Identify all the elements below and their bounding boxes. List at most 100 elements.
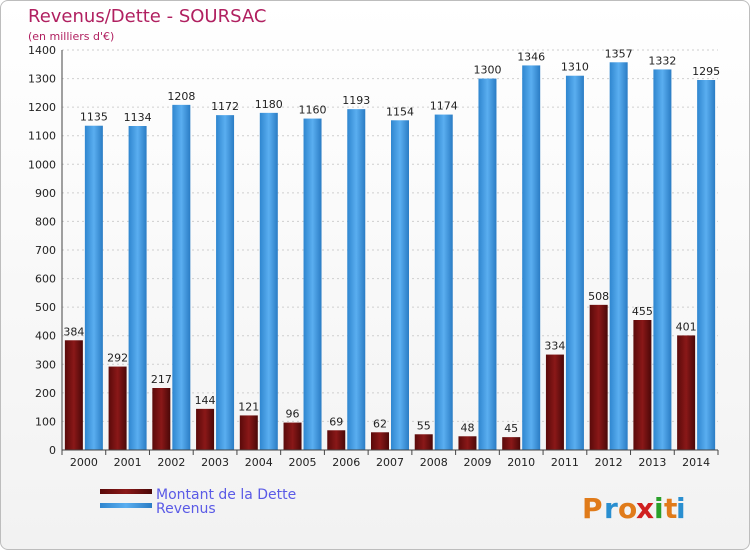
y-tick-label: 400 (35, 330, 56, 343)
logo-letter: P (582, 492, 603, 525)
y-tick-label: 1100 (28, 130, 56, 143)
y-tick-label: 1300 (28, 73, 56, 86)
x-tick-label: 2006 (332, 456, 360, 469)
data-label-revenus: 1310 (561, 61, 589, 74)
bar-revenus (172, 104, 191, 450)
x-tick-label: 2004 (245, 456, 273, 469)
legend-swatch-debt (100, 489, 152, 494)
y-tick-label: 1400 (28, 44, 56, 57)
x-tick-label: 2014 (682, 456, 710, 469)
x-tick-label: 2005 (289, 456, 317, 469)
data-label-revenus: 1332 (648, 54, 676, 67)
bar-debt (633, 320, 652, 450)
bar-revenus (653, 69, 672, 450)
data-label-debt: 401 (676, 320, 697, 333)
bars: 384 1135 292 1134 217 1208 144 1172 121 1180 96 116… (63, 47, 720, 451)
x-tick-label: 2010 (507, 456, 535, 469)
y-tick-label: 300 (35, 358, 56, 371)
bar-revenus (347, 109, 366, 451)
y-tick-label: 1000 (28, 158, 56, 171)
logo-letter: x (636, 492, 654, 525)
bar-debt (371, 432, 389, 450)
data-label-debt: 45 (504, 422, 518, 435)
bar-debt (502, 437, 521, 450)
x-tick-label: 2007 (376, 456, 404, 469)
x-tick-label: 2009 (463, 456, 491, 469)
y-axis: 0 100 200 300 400 500 600 700 800 900 1000 1100 1200… (28, 44, 63, 457)
bar-debt (545, 354, 564, 450)
x-tick-label: 2012 (595, 456, 623, 469)
bar-debt (589, 304, 608, 450)
data-label-debt: 69 (329, 415, 343, 428)
bar-debt (458, 436, 477, 450)
bar-debt (239, 415, 258, 450)
y-tick-label: 0 (49, 444, 56, 457)
data-label-revenus: 1174 (430, 100, 458, 113)
y-tick-label: 600 (35, 273, 56, 286)
x-tick-label: 2008 (420, 456, 448, 469)
legend: Montant de la Dette Revenus (100, 487, 296, 517)
data-label-revenus: 1346 (517, 50, 545, 63)
chart-subtitle: (en milliers d'€) (28, 30, 114, 43)
data-label-revenus: 1193 (342, 94, 370, 107)
x-tick-label: 2013 (638, 456, 666, 469)
legend-swatch-revenus (100, 503, 152, 508)
y-tick-label: 700 (35, 244, 56, 257)
data-label-debt: 508 (588, 290, 609, 303)
chart-title: Revenus/Dette - SOURSAC (28, 6, 266, 27)
data-label-revenus: 1357 (605, 47, 633, 60)
bar-debt (414, 434, 433, 450)
bar-revenus (128, 126, 147, 450)
bar-revenus (259, 112, 278, 450)
data-label-debt: 55 (417, 419, 431, 432)
logo-letter: r (604, 492, 618, 525)
legend-label-debt: Montant de la Dette (156, 487, 296, 503)
data-label-revenus: 1134 (124, 111, 152, 124)
x-tick-label: 2000 (70, 456, 98, 469)
logo-letter: o (618, 492, 637, 525)
x-tick-label: 2001 (114, 456, 142, 469)
data-label-debt: 217 (151, 373, 172, 386)
bar-debt (152, 388, 171, 450)
data-label-debt: 48 (460, 421, 474, 434)
bar-revenus (216, 115, 235, 451)
data-label-revenus: 1295 (692, 65, 720, 78)
data-label-revenus: 1135 (80, 111, 108, 124)
logo-letter: i (676, 492, 686, 525)
bar-revenus (522, 65, 541, 450)
data-label-revenus: 1154 (386, 105, 414, 118)
bar-debt (327, 430, 346, 450)
data-label-debt: 334 (544, 340, 565, 353)
data-label-debt: 121 (238, 400, 259, 413)
bar-debt (108, 366, 127, 450)
legend-label-revenus: Revenus (156, 501, 216, 517)
data-label-revenus: 1300 (473, 64, 501, 77)
logo-letter: i (654, 492, 664, 525)
y-tick-label: 500 (35, 301, 56, 314)
data-label-revenus: 1208 (167, 90, 195, 103)
data-label-debt: 62 (373, 417, 387, 430)
bar-revenus (565, 75, 584, 450)
x-tick-label: 2002 (157, 456, 185, 469)
x-axis: 2000 2001 2002 2003 2004 2005 2006 2007 2008 2009… (61, 449, 719, 469)
y-tick-label: 900 (35, 187, 56, 200)
bar-revenus (391, 120, 409, 451)
bar-revenus (303, 118, 322, 451)
bar-debt (196, 408, 215, 450)
bar-revenus (697, 80, 716, 450)
y-tick-label: 200 (35, 387, 56, 400)
logo-letter: t (664, 492, 677, 525)
bar-debt (283, 422, 302, 450)
bar-debt (64, 340, 83, 450)
data-label-revenus: 1160 (299, 104, 327, 117)
data-label-debt: 144 (195, 394, 216, 407)
y-tick-label: 1200 (28, 101, 56, 114)
x-tick-label: 2011 (551, 456, 579, 469)
bar-debt (677, 335, 696, 450)
bar-revenus (609, 62, 628, 451)
x-tick-label: 2003 (201, 456, 229, 469)
data-label-debt: 292 (107, 352, 128, 365)
data-label-debt: 96 (286, 408, 300, 421)
